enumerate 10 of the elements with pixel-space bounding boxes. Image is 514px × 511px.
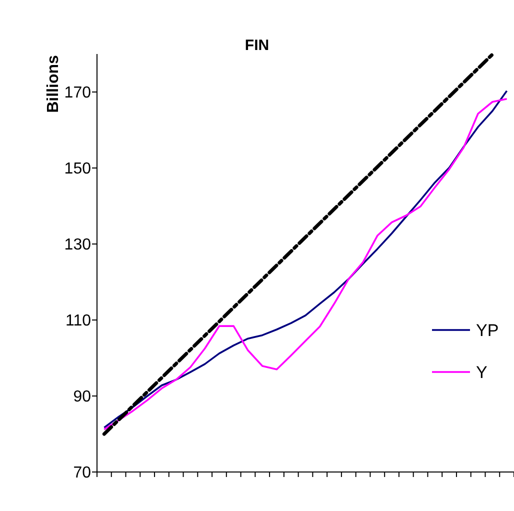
y-tick-label: 170 — [64, 84, 92, 102]
y-tick-label: 130 — [64, 236, 92, 254]
y-tick-label: 110 — [65, 312, 92, 330]
legend-label: YP — [476, 320, 499, 340]
y-tick-label: 90 — [73, 388, 92, 406]
chart-title: FIN — [244, 37, 270, 54]
y-tick-label: 70 — [73, 464, 92, 482]
y-tick-label: 150 — [64, 160, 92, 178]
y-axis-title: Billions — [45, 55, 62, 113]
legend-label: Y — [476, 362, 488, 382]
